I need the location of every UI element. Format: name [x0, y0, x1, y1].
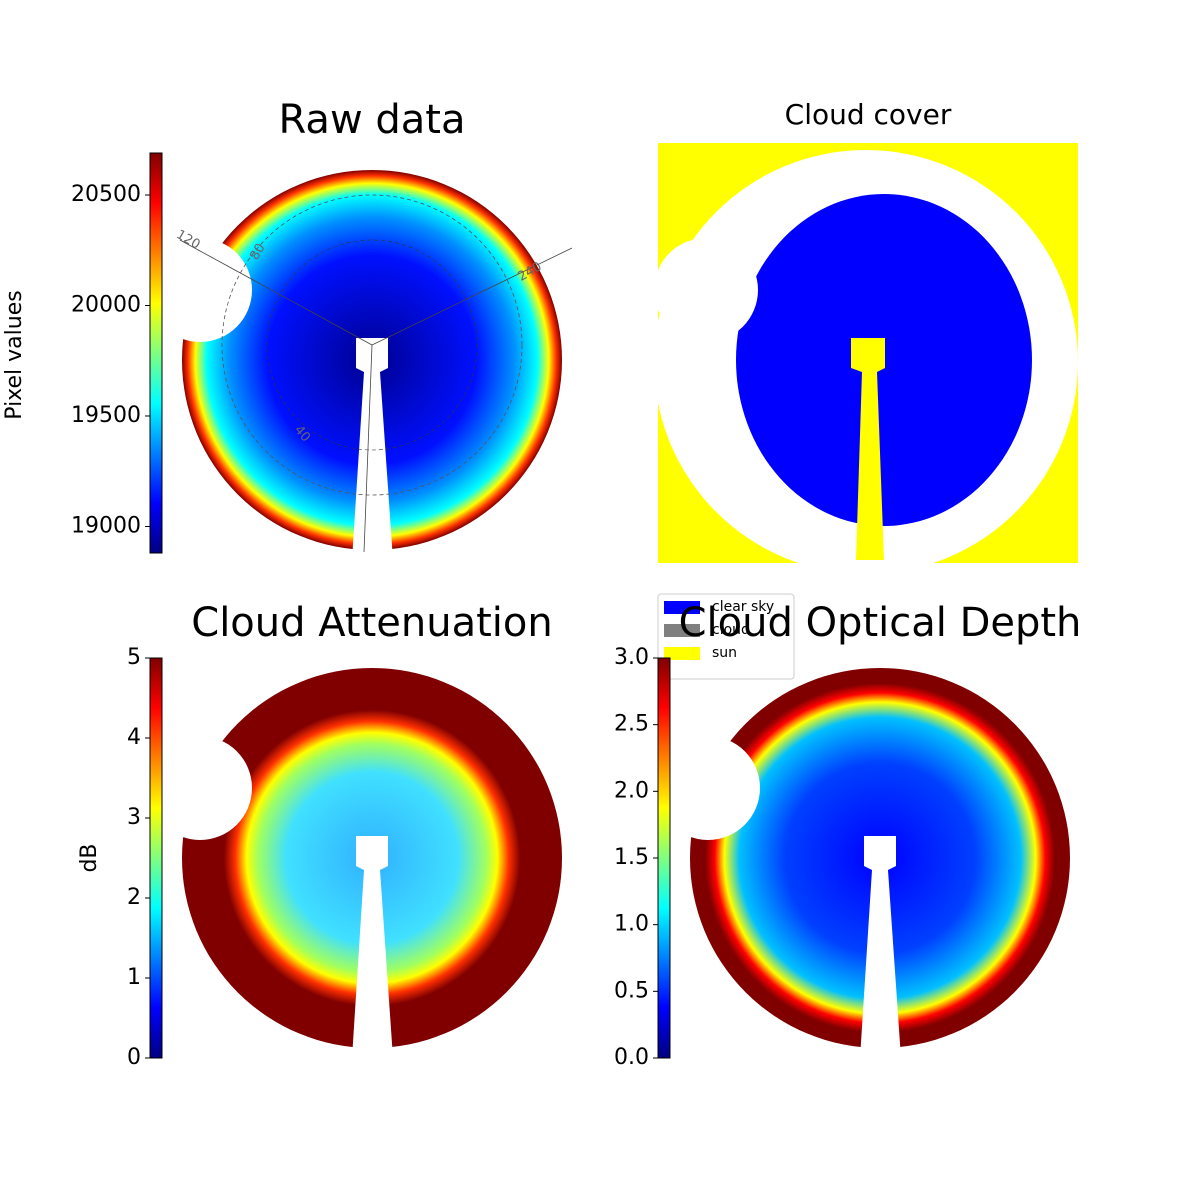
legend-label: clear sky — [712, 599, 774, 615]
cloud-cover-image — [658, 143, 1078, 563]
chart-title: Raw data — [279, 97, 466, 143]
colorbar-tick-label: 0.5 — [614, 978, 649, 1003]
colorbar — [149, 657, 163, 1059]
chart-title: Cloud cover — [785, 98, 952, 131]
colorbar — [657, 657, 671, 1059]
colorbar-tick-label: 3 — [127, 805, 141, 830]
chart-title: Cloud Attenuation — [191, 600, 552, 646]
colorbar-tick-label: 0.0 — [614, 1045, 649, 1070]
chart-title: Cloud Optical Depth — [679, 600, 1082, 646]
colorbar-tick-label: 1.5 — [614, 845, 649, 870]
colorbar-tick-label: 2.0 — [614, 778, 649, 803]
colorbar-tick-label: 1.0 — [614, 912, 649, 937]
polar-label: 80 — [247, 241, 268, 263]
attenuation-image — [148, 668, 562, 1058]
colorbar-label: Pixel values — [2, 290, 27, 419]
legend-label: sun — [712, 645, 737, 661]
colorbar-tick-label: 2 — [127, 885, 141, 910]
colorbar — [149, 152, 163, 554]
legend-swatch — [664, 647, 700, 660]
colorbar-tick-label: 19500 — [71, 403, 141, 428]
colorbar-label: dB — [77, 843, 102, 872]
legend-swatch — [664, 601, 700, 614]
colorbar-tick-label: 0 — [127, 1045, 141, 1070]
colorbar-tick-label: 19000 — [71, 513, 141, 538]
colorbar-tick-label: 20000 — [71, 292, 141, 317]
legend-label: cloud — [712, 622, 750, 638]
colorbar-tick-label: 4 — [127, 725, 141, 750]
legend-swatch — [664, 624, 700, 637]
optical-depth-image — [656, 668, 1070, 1058]
colorbar-tick-label: 20500 — [71, 182, 141, 207]
colorbar-tick-label: 2.5 — [614, 712, 649, 737]
colorbar-tick-label: 3.0 — [614, 645, 649, 670]
colorbar-tick-label: 1 — [127, 965, 141, 990]
raw-image — [148, 170, 573, 560]
colorbar-tick-label: 5 — [127, 645, 141, 670]
